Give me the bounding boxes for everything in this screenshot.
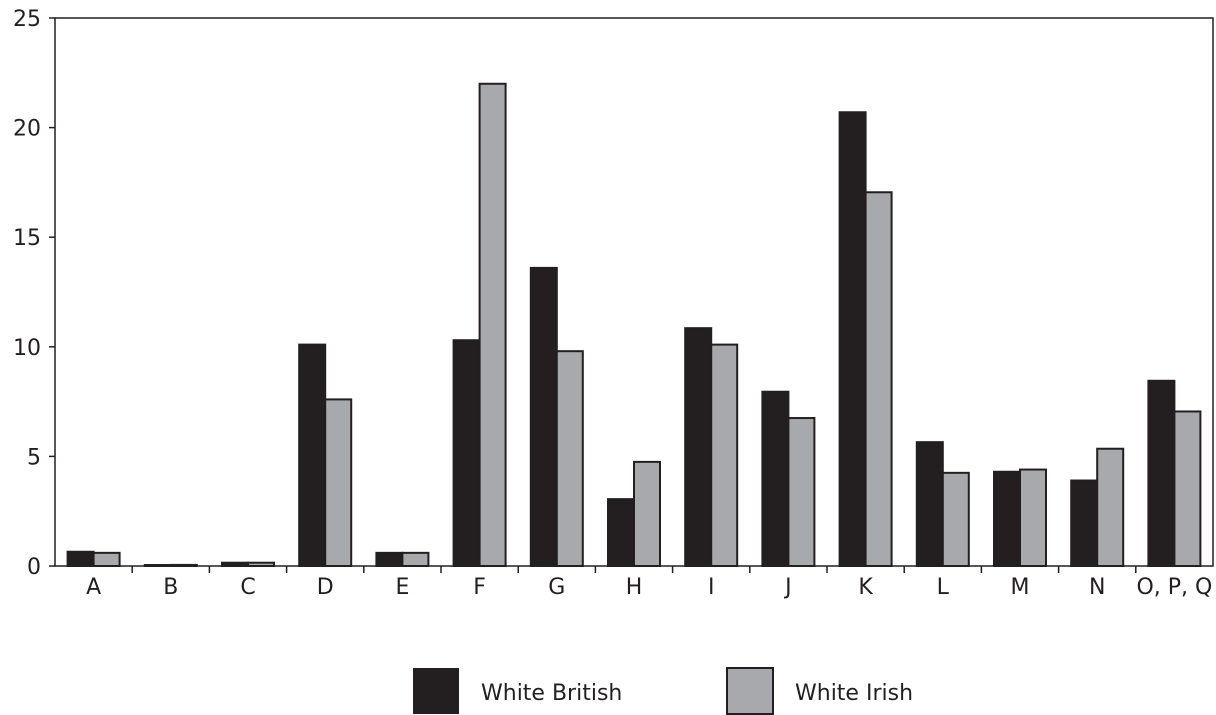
x-tick-label: B	[163, 575, 178, 600]
y-tick-label: 10	[13, 336, 41, 361]
bar-white-british-l	[915, 441, 944, 568]
x-axis: A B C D E F G H I J K L M N O, P, Q	[86, 566, 1212, 600]
bar-white-british-m	[993, 470, 1021, 567]
bar-white-irish-f	[478, 82, 507, 567]
bar-white-irish-i	[710, 343, 739, 567]
bar-white-irish-b	[169, 563, 198, 567]
bar-white-irish-c	[247, 561, 275, 567]
bar-white-irish-a	[92, 551, 121, 568]
x-tick-label: A	[86, 575, 101, 600]
bar-white-british-c	[221, 561, 249, 567]
legend-label-white-british: White British	[481, 681, 622, 706]
bar-white-british-k	[838, 111, 867, 567]
x-tick-label: I	[708, 575, 715, 600]
bar-white-british-j	[761, 390, 790, 567]
bar-white-irish-k	[864, 191, 893, 567]
x-tick-label: E	[395, 575, 409, 600]
bar-white-irish-opq	[1173, 410, 1202, 567]
bar-white-irish-n	[1096, 447, 1125, 567]
bars	[66, 82, 1202, 568]
bar-white-irish-m	[1019, 468, 1047, 567]
bar-white-irish-h	[633, 460, 661, 568]
legend-swatch-white-irish	[726, 667, 774, 715]
bar-white-irish-g	[555, 350, 584, 567]
bar-white-british-b	[143, 564, 172, 567]
bar-white-irish-d	[324, 398, 353, 567]
x-tick-label: N	[1089, 575, 1105, 600]
y-tick-label: 15	[13, 226, 41, 251]
x-tick-label: O, P, Q	[1136, 575, 1212, 600]
y-tick-label: 20	[13, 117, 41, 142]
legend-swatch-white-british	[413, 668, 459, 714]
legend-label-white-irish: White Irish	[795, 681, 913, 706]
bar-white-british-f	[452, 339, 481, 567]
plot-area: 0 5 10 15 20 25 A B C D E F G H I J K L M N O, P, Q	[13, 7, 1214, 600]
bar-white-irish-e	[401, 551, 430, 568]
bar-white-british-a	[66, 550, 95, 568]
y-tick-label: 25	[13, 7, 41, 32]
bar-white-british-d	[298, 343, 327, 567]
bar-white-british-n	[1070, 479, 1099, 567]
bar-white-british-g	[529, 266, 558, 567]
bar-white-british-i	[684, 327, 713, 567]
y-tick-label: 0	[27, 555, 41, 580]
y-axis: 0 5 10 15 20 25	[13, 7, 55, 580]
legend: White British White Irish	[413, 667, 913, 715]
y-tick-label: 5	[27, 445, 41, 470]
x-tick-label: H	[626, 575, 643, 600]
x-tick-label: J	[783, 575, 792, 600]
x-tick-label: C	[240, 575, 255, 600]
legend-item-white-british: White British	[413, 668, 622, 714]
x-tick-label: F	[473, 575, 486, 600]
x-tick-label: K	[858, 575, 873, 600]
legend-item-white-irish: White Irish	[726, 667, 913, 715]
bar-white-british-e	[375, 551, 404, 568]
bar-white-irish-l	[941, 471, 970, 567]
bar-white-british-h	[607, 498, 635, 568]
x-tick-label: G	[548, 575, 565, 600]
bar-white-irish-j	[787, 417, 816, 568]
x-tick-label: M	[1011, 575, 1030, 600]
bar-white-british-opq	[1147, 379, 1176, 567]
x-tick-label: L	[937, 575, 950, 600]
x-tick-label: D	[317, 575, 334, 600]
